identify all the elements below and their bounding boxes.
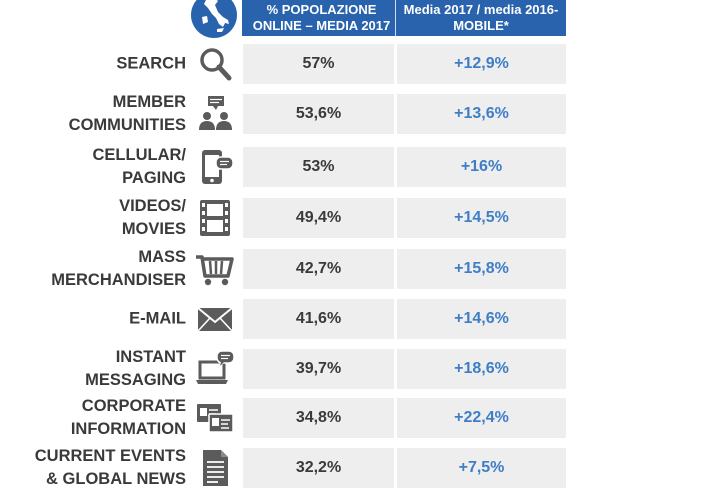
- row-label-line: CURRENT EVENTS: [34, 447, 186, 465]
- table-row: CELLULAR/ PAGING 53% +16%: [0, 144, 720, 190]
- row-label-line: INSTANT: [115, 348, 186, 366]
- column-header-popolazione: % POPOLAZIONE ONLINE – MEDIA 2017: [242, 0, 395, 36]
- row-label-line: & GLOBAL NEWS: [46, 470, 186, 488]
- column-header-line: % POPOLAZIONE: [266, 2, 377, 17]
- column-header-line: Media 2017 / media 2016-: [403, 2, 559, 17]
- row-label-line: COMMUNITIES: [68, 116, 186, 134]
- row-label: INSTANT MESSAGING: [85, 346, 186, 392]
- community-icon: [195, 94, 235, 134]
- table-row: SEARCH 57% +12,9%: [0, 44, 720, 84]
- row-label-line: MESSAGING: [85, 371, 186, 389]
- table-row: CURRENT EVENTS & GLOBAL NEWS 32,2% +7,5%: [0, 445, 720, 491]
- id-cards-icon: [195, 398, 235, 438]
- film-strip-icon: [195, 198, 235, 238]
- row-label: CELLULAR/ PAGING: [93, 144, 187, 190]
- change-cell: +13,6%: [397, 94, 566, 134]
- value-cell: 53%: [243, 147, 394, 187]
- column-header-line: ONLINE – MEDIA 2017: [252, 18, 391, 33]
- row-label: SEARCH: [116, 53, 186, 76]
- row-label-line: INFORMATION: [70, 420, 186, 438]
- document-icon: [195, 448, 235, 488]
- mobile-phone-icon: [195, 147, 235, 187]
- change-cell: +12,9%: [397, 44, 566, 84]
- shopping-cart-icon: [195, 249, 235, 289]
- row-label-line: MEMBER: [112, 93, 186, 111]
- row-label-line: E-MAIL: [129, 309, 186, 328]
- column-header-line: MOBILE*: [453, 18, 509, 33]
- value-cell: 53,6%: [243, 94, 394, 134]
- row-label-line: MOVIES: [121, 220, 186, 238]
- row-label: CURRENT EVENTS & GLOBAL NEWS: [35, 445, 186, 491]
- value-cell: 49,4%: [243, 198, 394, 238]
- table-row: E-MAIL 41,6% +14,6%: [0, 299, 720, 339]
- change-cell: +15,8%: [397, 249, 566, 289]
- change-cell: +16%: [397, 147, 566, 187]
- search-icon: [195, 44, 235, 84]
- row-label: VIDEOS/ MOVIES: [119, 195, 186, 241]
- row-label-line: MASS: [138, 248, 186, 266]
- change-cell: +14,5%: [397, 198, 566, 238]
- row-label-line: SEARCH: [116, 54, 186, 73]
- table-row: INSTANT MESSAGING 39,7% +18,6%: [0, 346, 720, 392]
- change-cell: +7,5%: [397, 448, 566, 488]
- table-row: MASS MERCHANDISER 42,7% +15,8%: [0, 246, 720, 292]
- row-label-line: MERCHANDISER: [51, 271, 186, 289]
- value-cell: 57%: [243, 44, 394, 84]
- italy-map-icon: [186, 0, 242, 43]
- value-cell: 34,8%: [243, 398, 394, 438]
- row-label: MASS MERCHANDISER: [51, 246, 186, 292]
- row-label: MEMBER COMMUNITIES: [69, 91, 186, 137]
- row-label-line: CORPORATE: [81, 397, 186, 415]
- row-label: CORPORATE INFORMATION: [71, 395, 186, 441]
- change-cell: +18,6%: [397, 349, 566, 389]
- change-cell: +14,6%: [397, 299, 566, 339]
- row-label: E-MAIL: [129, 308, 186, 331]
- column-header-media: Media 2017 / media 2016- MOBILE*: [396, 0, 566, 36]
- value-cell: 41,6%: [243, 299, 394, 339]
- change-cell: +22,4%: [397, 398, 566, 438]
- value-cell: 32,2%: [243, 448, 394, 488]
- value-cell: 42,7%: [243, 249, 394, 289]
- header-divider: [395, 0, 396, 36]
- table-row: MEMBER COMMUNITIES 53,6% +13,6%: [0, 91, 720, 137]
- row-label-line: CELLULAR/: [92, 146, 187, 164]
- row-label-line: VIDEOS/: [119, 197, 186, 215]
- row-label-line: PAGING: [122, 169, 186, 187]
- laptop-chat-icon: [195, 349, 235, 389]
- table-row: VIDEOS/ MOVIES 49,4% +14,5%: [0, 195, 720, 241]
- envelope-icon: [195, 299, 235, 339]
- value-cell: 39,7%: [243, 349, 394, 389]
- table-row: CORPORATE INFORMATION 34,8% +22,4%: [0, 395, 720, 441]
